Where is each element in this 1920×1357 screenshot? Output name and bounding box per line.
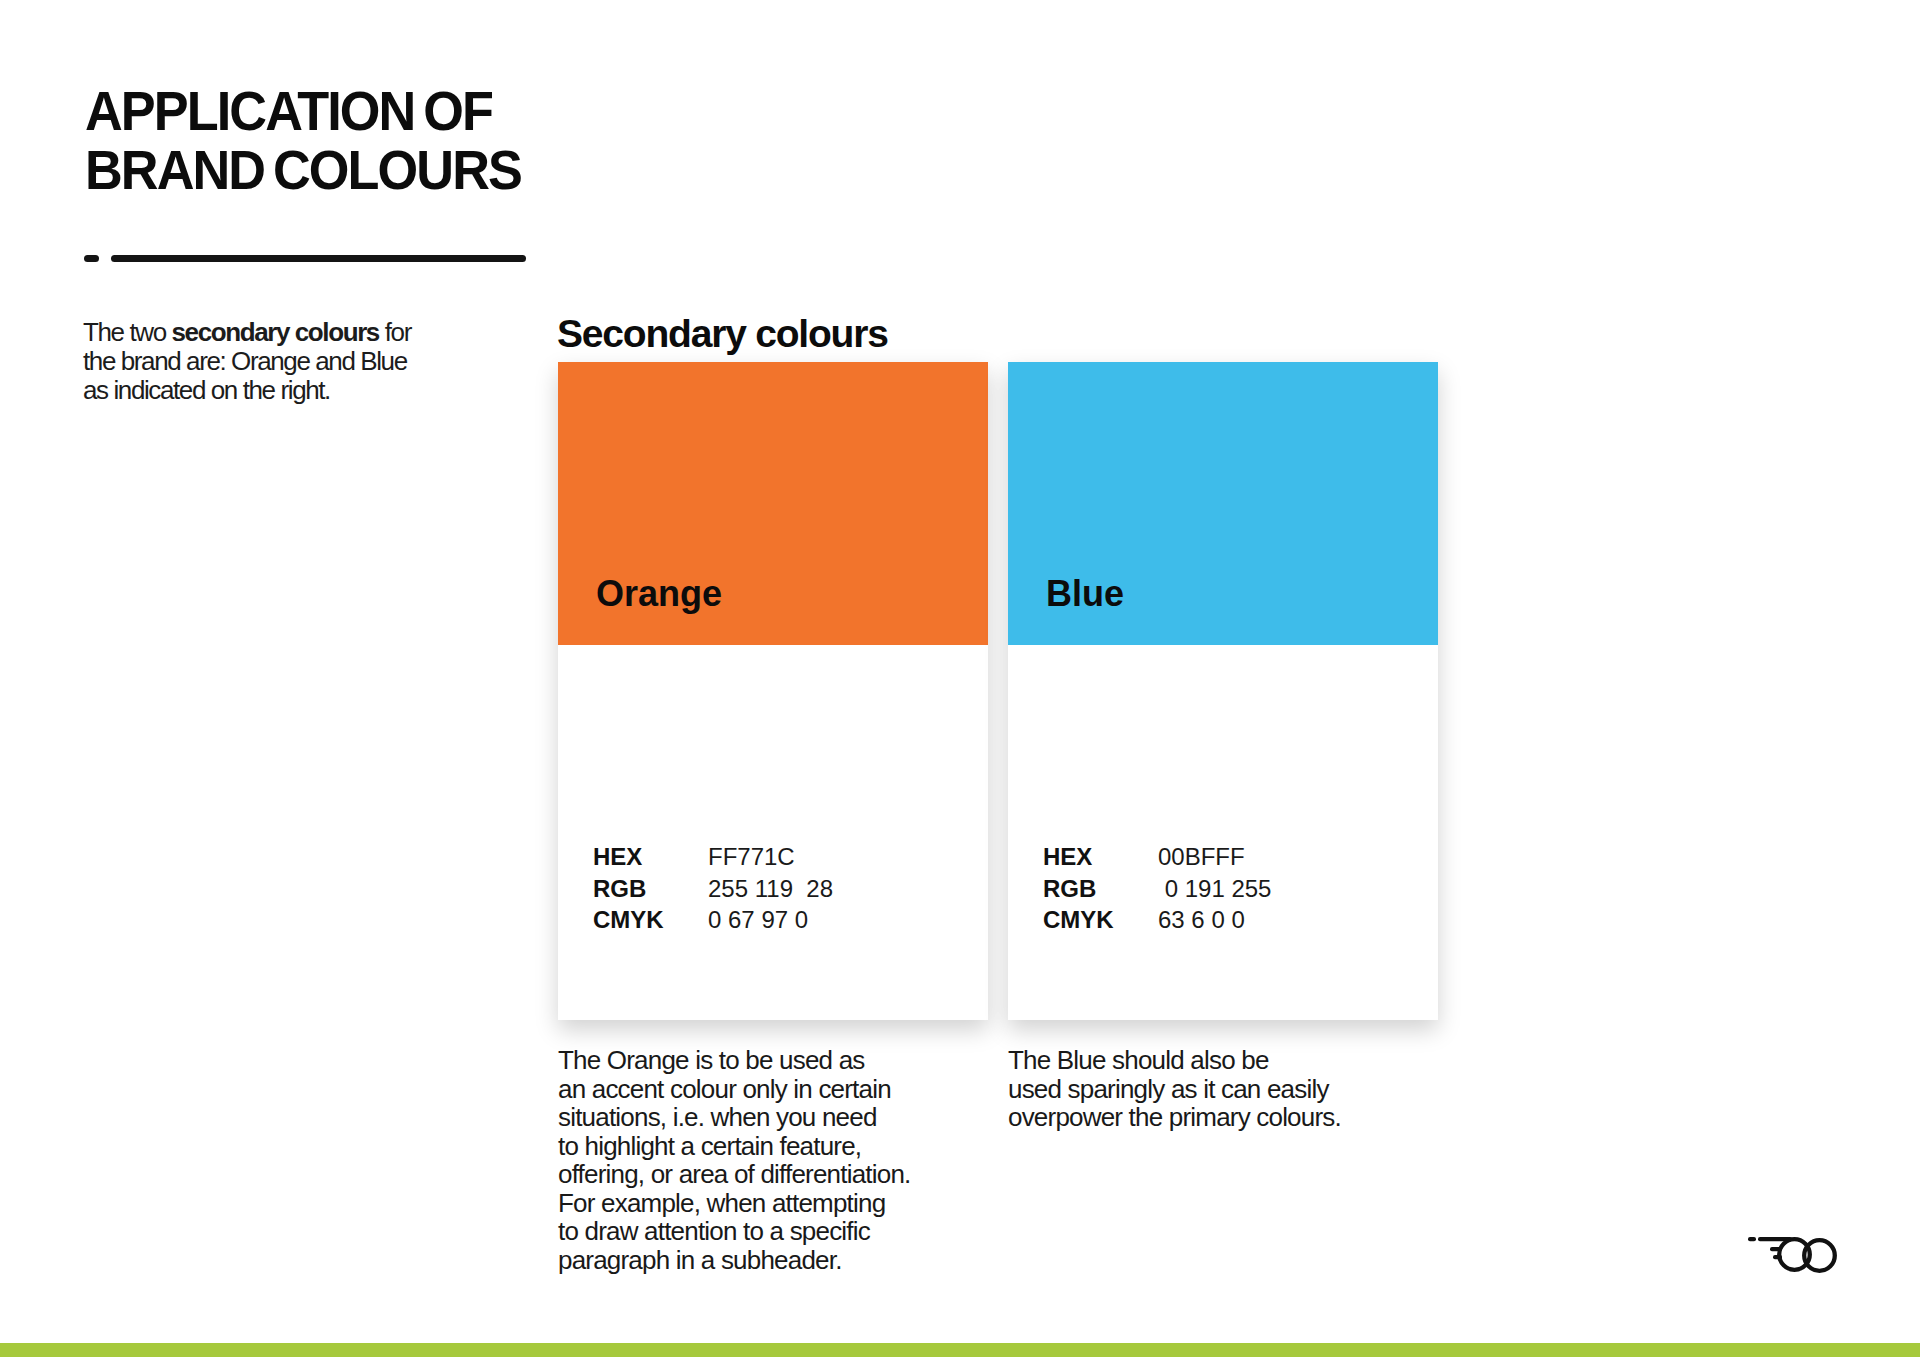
intro-line3: as indicated on the right. xyxy=(83,376,411,405)
orange-swatch: Orange xyxy=(558,362,988,645)
hex-value: 00BFFF xyxy=(1158,841,1245,873)
cmyk-value: 0 67 97 0 xyxy=(708,904,808,936)
accent-bar xyxy=(0,1343,1920,1357)
cmyk-value: 63 6 0 0 xyxy=(1158,904,1245,936)
page-title: APPLICATION OF BRAND COLOURS xyxy=(85,82,521,200)
blue-description: The Blue should also beused sparingly as… xyxy=(1008,1046,1341,1132)
blue-specs: HEX00BFFF RGB 0 191 255 CMYK63 6 0 0 xyxy=(1043,841,1271,936)
blue-rgb-row: RGB 0 191 255 xyxy=(1043,873,1271,905)
orange-hex-row: HEXFF771C xyxy=(593,841,833,873)
cmyk-label: CMYK xyxy=(1043,904,1158,936)
blue-hex-row: HEX00BFFF xyxy=(1043,841,1271,873)
brand-logo xyxy=(1735,1222,1845,1282)
page-title-line1: APPLICATION OF xyxy=(85,82,521,141)
orange-description: The Orange is to be used asan accent col… xyxy=(558,1046,910,1274)
orange-rgb-row: RGB255 119 28 xyxy=(593,873,833,905)
intro-paragraph: The two secondary colours for the brand … xyxy=(83,318,411,405)
intro-line1-bold: secondary colours xyxy=(172,317,379,347)
orange-cmyk-row: CMYK0 67 97 0 xyxy=(593,904,833,936)
intro-line1: The two secondary colours for xyxy=(83,318,411,347)
intro-line2: the brand are: Orange and Blue xyxy=(83,347,411,376)
rgb-value: 255 119 28 xyxy=(708,873,833,905)
hex-label: HEX xyxy=(1043,841,1158,873)
orange-color-card: Orange HEXFF771C RGB255 119 28 CMYK0 67 … xyxy=(558,362,988,1020)
blue-color-card: Blue HEX00BFFF RGB 0 191 255 CMYK63 6 0 … xyxy=(1008,362,1438,1020)
hex-value: FF771C xyxy=(708,841,795,873)
blue-cmyk-row: CMYK63 6 0 0 xyxy=(1043,904,1271,936)
divider-dash xyxy=(84,255,99,262)
hex-label: HEX xyxy=(593,841,708,873)
cmyk-label: CMYK xyxy=(593,904,708,936)
blue-swatch-label: Blue xyxy=(1046,573,1124,615)
intro-line1-post: for xyxy=(379,317,411,347)
orange-swatch-label: Orange xyxy=(596,573,722,615)
divider-line xyxy=(111,255,526,262)
blue-swatch: Blue xyxy=(1008,362,1438,645)
rgb-label: RGB xyxy=(1043,873,1158,905)
rgb-value: 0 191 255 xyxy=(1158,873,1271,905)
orange-card-info: HEXFF771C RGB255 119 28 CMYK0 67 97 0 xyxy=(558,645,988,1020)
blue-card-info: HEX00BFFF RGB 0 191 255 CMYK63 6 0 0 xyxy=(1008,645,1438,1020)
section-heading: Secondary colours xyxy=(557,312,888,356)
orange-specs: HEXFF771C RGB255 119 28 CMYK0 67 97 0 xyxy=(593,841,833,936)
page-title-line2: BRAND COLOURS xyxy=(85,141,521,200)
rgb-label: RGB xyxy=(593,873,708,905)
intro-line1-pre: The two xyxy=(83,317,172,347)
